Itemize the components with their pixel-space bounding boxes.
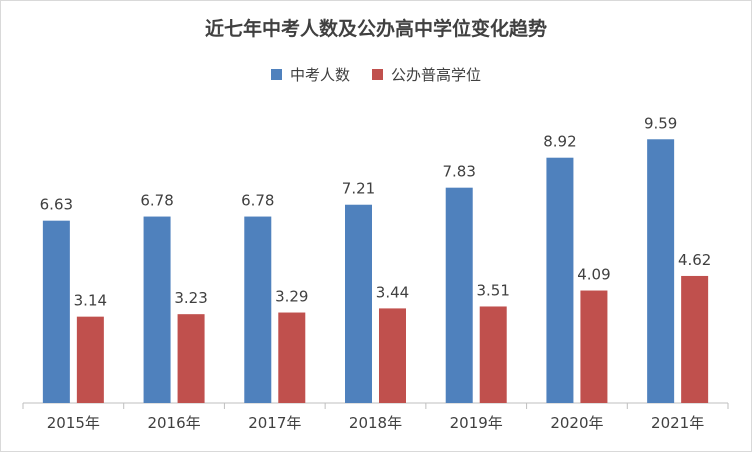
- data-label: 4.62: [678, 251, 711, 269]
- bar-series-2: [278, 312, 306, 403]
- x-tick-label: 2017年: [248, 414, 301, 432]
- x-tick-label: 2021年: [651, 414, 704, 432]
- chart-title: 近七年中考人数及公办高中学位变化趋势: [204, 18, 547, 40]
- x-tick-label: 2019年: [450, 414, 503, 432]
- x-tick-label: 2016年: [147, 414, 200, 432]
- x-tick-label: 2015年: [47, 414, 100, 432]
- data-label: 9.59: [644, 114, 677, 132]
- legend-label-series-1: 中考人数: [289, 66, 350, 84]
- data-label: 6.78: [241, 192, 274, 210]
- data-label: 3.23: [174, 289, 207, 307]
- data-label: 6.78: [140, 192, 173, 210]
- x-tick-label: 2018年: [349, 414, 402, 432]
- bar-series-1: [244, 216, 272, 403]
- bar-series-2: [76, 316, 104, 403]
- bar-series-2: [479, 306, 507, 403]
- legend-item-series-1: 中考人数: [270, 64, 350, 85]
- data-label: 6.63: [40, 196, 73, 214]
- legend-swatch-series-1: [270, 69, 282, 80]
- bar-series-2: [580, 290, 608, 403]
- bar-series-1: [345, 204, 372, 403]
- bar-series-1: [445, 187, 473, 403]
- legend-label-series-2: 公办普高学位: [391, 66, 482, 84]
- data-label: 7.21: [342, 180, 375, 198]
- bar-series-1: [42, 220, 70, 403]
- data-label: 4.09: [577, 266, 610, 284]
- bar-series-2: [177, 314, 205, 403]
- chart-legend: 中考人数 公办普高学位: [0, 64, 752, 85]
- data-label: 3.29: [275, 288, 308, 306]
- data-label: 8.92: [543, 133, 576, 151]
- data-label: 3.14: [74, 292, 107, 310]
- x-tick-label: 2020年: [550, 414, 603, 432]
- data-label: 3.44: [376, 283, 409, 301]
- bar-series-1: [143, 216, 171, 403]
- data-label: 7.83: [443, 163, 476, 181]
- bar-series-2: [379, 308, 406, 403]
- legend-item-series-2: 公办普高学位: [372, 64, 481, 85]
- bar-series-2: [681, 275, 709, 403]
- data-label: 3.51: [477, 281, 510, 299]
- bar-series-1: [546, 157, 574, 403]
- legend-swatch-series-2: [372, 69, 383, 80]
- bar-series-1: [647, 139, 675, 403]
